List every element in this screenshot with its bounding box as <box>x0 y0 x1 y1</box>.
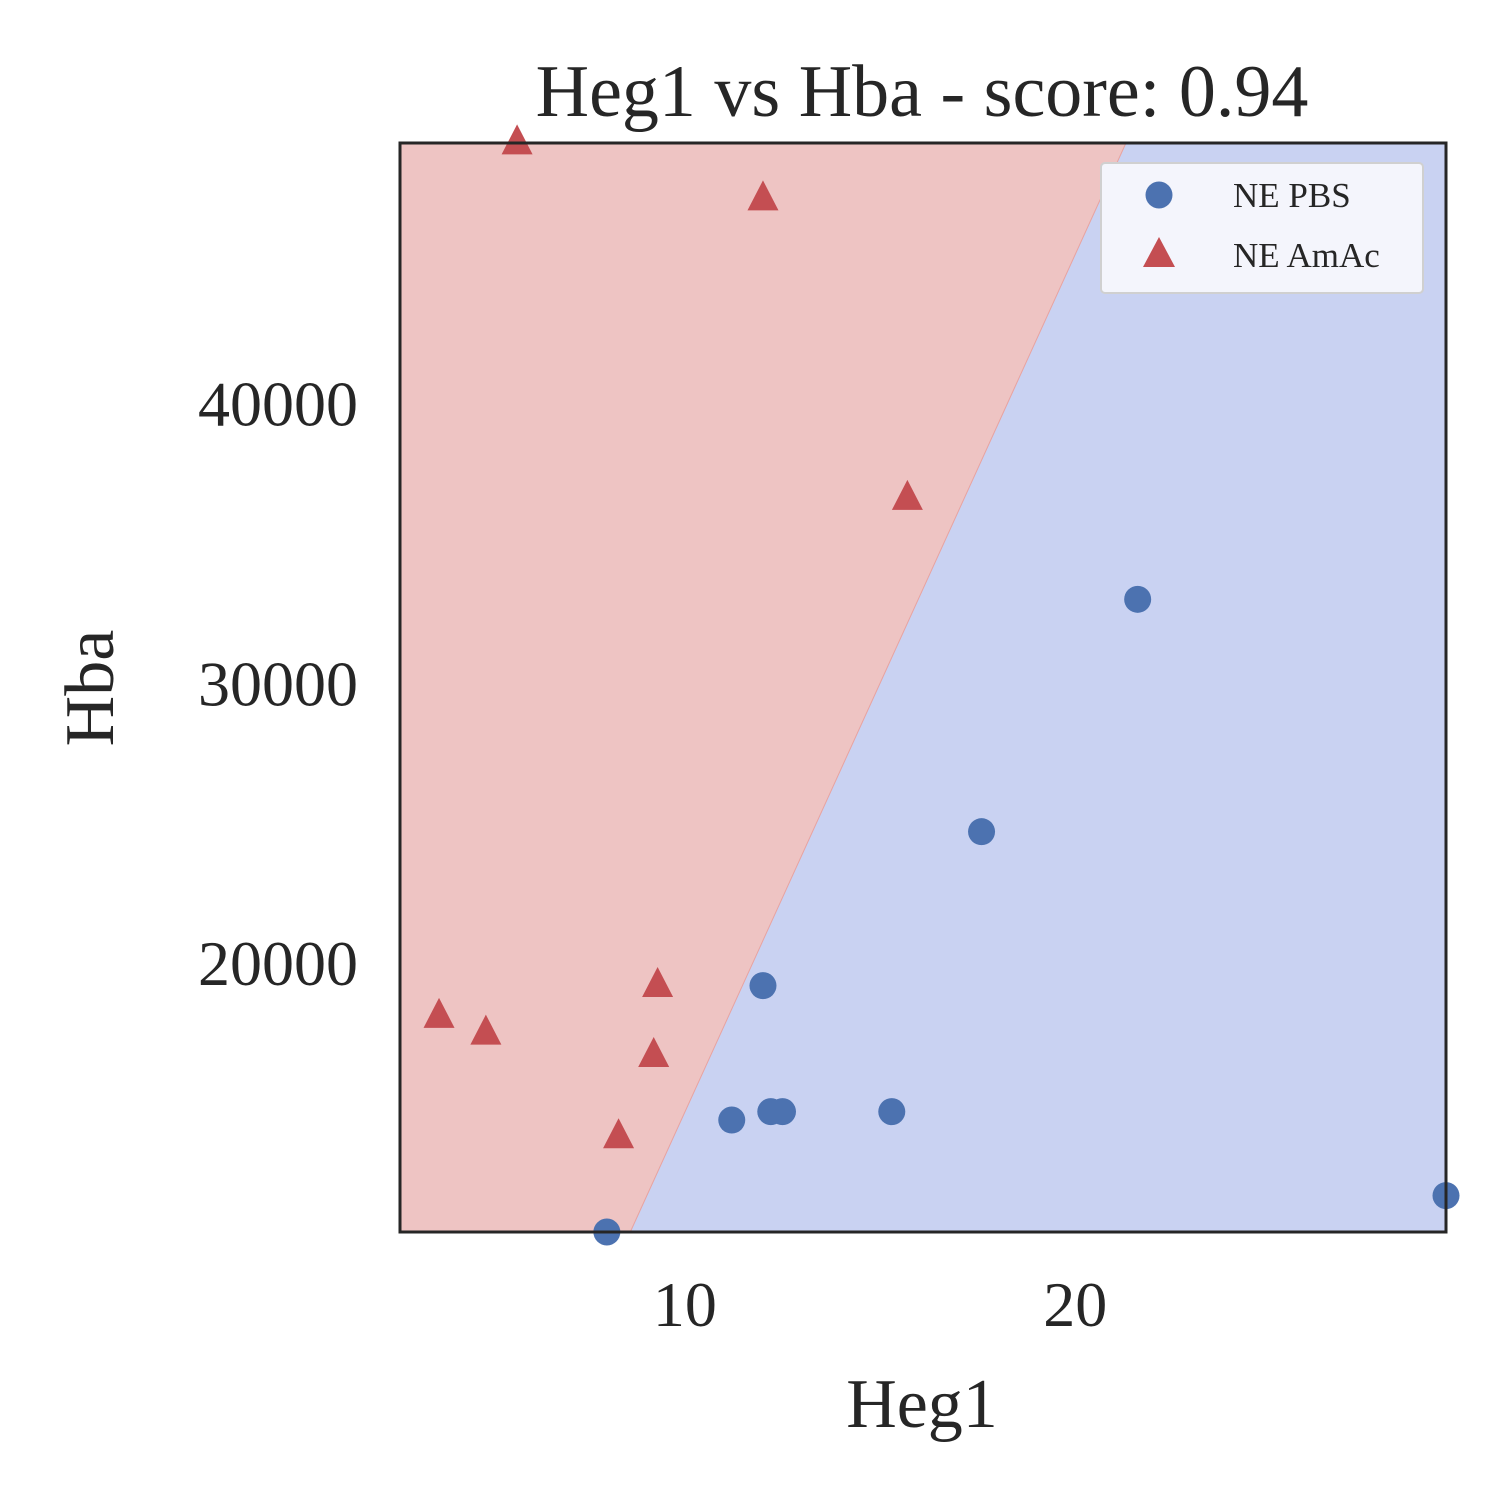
point-ne-pbs <box>1124 585 1152 613</box>
point-ne-amac <box>470 1014 502 1045</box>
legend-label: NE PBS <box>1233 176 1351 215</box>
y-tick-label: 30000 <box>198 648 358 719</box>
point-ne-amac <box>747 180 779 211</box>
point-ne-amac <box>638 1037 670 1068</box>
chart-title: Heg1 vs Hba - score: 0.94 <box>536 51 1309 133</box>
point-ne-amac <box>891 479 923 510</box>
region-ne-amac <box>400 143 1126 1232</box>
y-tick-label: 20000 <box>198 928 358 999</box>
x-tick-label: 20 <box>1043 1269 1107 1340</box>
point-ne-pbs <box>768 1098 796 1126</box>
point-ne-pbs <box>968 818 996 846</box>
plot-frame <box>398 141 1448 1234</box>
decision-boundary <box>629 142 1127 1233</box>
y-tick-label: 40000 <box>198 368 358 439</box>
y-axis-label: Hba <box>52 630 129 747</box>
point-ne-amac <box>642 967 674 998</box>
legend-box <box>1100 162 1424 294</box>
point-ne-amac <box>501 124 533 155</box>
point-ne-pbs <box>749 972 777 1000</box>
point-ne-amac <box>423 997 455 1028</box>
x-axis-label: Heg1 <box>846 1366 998 1443</box>
x-tick-label: 10 <box>653 1269 717 1340</box>
point-ne-amac <box>603 1118 635 1149</box>
point-ne-pbs <box>878 1098 906 1126</box>
region-ne-pbs <box>630 143 1446 1232</box>
legend-marker-ne-amac <box>1143 237 1175 267</box>
legend-marker-ne-pbs <box>1145 181 1173 209</box>
legend-label: NE AmAc <box>1233 236 1380 275</box>
point-ne-pbs <box>718 1106 746 1134</box>
